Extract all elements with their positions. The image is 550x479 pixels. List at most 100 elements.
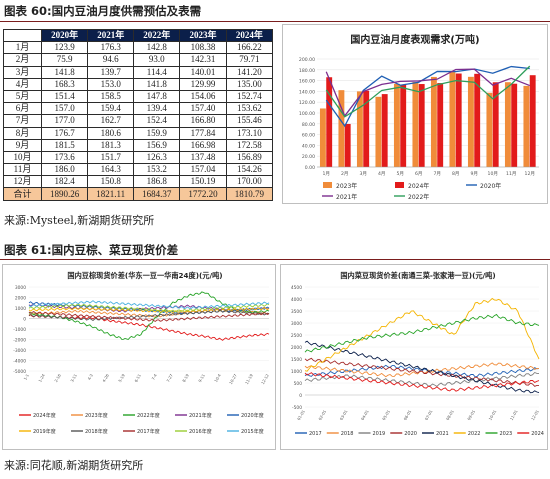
table-cell: 141.8 (133, 77, 181, 91)
series-line (28, 303, 270, 313)
table-header-cell: 2023年 (179, 28, 227, 43)
table-cell: 157.0 (40, 102, 89, 116)
series-line (28, 291, 270, 341)
x-tick-label: 6月 (415, 171, 423, 177)
legend-label: 2018年度 (85, 428, 108, 435)
y-tick-label: 40.00 (302, 143, 315, 149)
table-cell: 153.62 (225, 102, 274, 116)
bar (467, 76, 474, 167)
y-tick-label: 4000 (291, 297, 302, 303)
y-tick-label: 3000 (15, 285, 26, 291)
table-cell: 152.74 (225, 89, 274, 104)
x-tick-label: 7-4 (150, 372, 158, 380)
table-cell: 141.20 (225, 65, 274, 79)
table-header-cell: 2020年 (40, 28, 89, 43)
y-tick-label: 2500 (291, 333, 302, 339)
x-tick-label: 02-01 (317, 409, 327, 422)
table-cell: 186.0 (40, 163, 89, 177)
x-tick-label: 4月 (378, 171, 386, 177)
x-tick-label: 4-26 (101, 373, 110, 383)
table-cell: 93.0 (133, 53, 181, 67)
y-tick-label: 180.00 (299, 68, 315, 74)
table-cell: 150.8 (87, 175, 135, 189)
legend-label: 2022年度 (137, 412, 160, 419)
bar (492, 82, 499, 167)
y-tick-label: 0 (23, 316, 26, 322)
table-cell: 142.31 (179, 53, 227, 67)
y-tick-label: 1000 (15, 306, 26, 312)
table-row: 7月 177.0 162.7 152.4 166.80 155.46 (3, 114, 274, 128)
y-tick-label: 2000 (15, 295, 26, 301)
x-tick-label: 9-11 (197, 373, 206, 383)
bar (400, 84, 407, 167)
table-row: 5月 151.4 158.5 147.8 154.06 152.74 (3, 89, 274, 104)
bar (523, 85, 530, 167)
table-cell: 173.10 (225, 126, 274, 140)
x-tick-label: 5月 (396, 171, 404, 177)
soy-palm-spread-panel: 国内豆棕现货价差(华东一豆一华南24度)(元/吨) 3000 2000 1000 0 -1… (2, 264, 276, 450)
table-cell: 159.4 (87, 102, 135, 116)
x-tick-label: 03-01 (339, 409, 349, 422)
x-tick-label: 7月 (433, 171, 441, 177)
table-row: 2月 75.9 94.6 93.0 142.31 79.71 (3, 53, 274, 67)
table-cell: 166.80 (179, 114, 227, 128)
table-cell: 181.5 (40, 138, 89, 152)
x-tick-label: 9月 (470, 171, 478, 177)
table-row-label: 10月 (3, 150, 42, 165)
legend-label: 2021年 (336, 193, 357, 201)
table-row: 4月 168.3 153.0 141.8 129.99 135.00 (3, 77, 274, 91)
x-tick-label: 06-01 (402, 409, 412, 422)
x-tick-label: 05-01 (381, 409, 391, 422)
x-tick-label: 1-24 (37, 373, 46, 383)
figure-61-rule (0, 259, 550, 260)
table-cell: 129.99 (179, 77, 227, 91)
demand-chart-panel: 国内豆油月度表观需求(万吨) 0.00 20.00 40.00 60.00 80.00 10… (282, 24, 548, 204)
y-tick-label: 500 (294, 381, 303, 387)
bar (529, 75, 536, 167)
table-total-cell: 1810.79 (225, 187, 274, 201)
table-cell: 108.38 (179, 41, 227, 55)
table-row-label: 3月 (3, 65, 42, 79)
table-cell: 170.00 (225, 175, 274, 189)
figure-60-source: 来源:Mysteel,新湖期货研究所 (4, 214, 155, 227)
y-tick-label: -500 (292, 405, 302, 411)
bar (504, 82, 511, 167)
legend-label: 2019 (373, 431, 386, 437)
x-tick-label: 3-11 (69, 373, 78, 383)
legend-label: 2021年度 (189, 412, 212, 419)
table-cell: 166.22 (225, 41, 274, 55)
table-total-cell: 1684.37 (133, 187, 181, 201)
chart-title: 国内豆油月度表观需求(万吨) (350, 33, 479, 46)
table-cell: 168.3 (40, 77, 89, 91)
table-row-label: 9月 (3, 138, 42, 152)
table-cell: 114.4 (133, 65, 181, 79)
table-cell: 139.7 (87, 65, 135, 79)
table-row: 11月 186.0 164.3 153.2 157.04 154.26 (3, 163, 274, 177)
x-tick-label: 07-01 (424, 409, 434, 422)
legend-label: 2023年 (336, 182, 357, 190)
bar (412, 82, 419, 167)
x-tick-label: 01-01 (296, 409, 306, 422)
bar (356, 91, 363, 167)
y-tick-label: 80.00 (302, 122, 315, 128)
table-row-label: 1月 (3, 41, 42, 55)
x-tick-label: 8-19 (181, 373, 190, 383)
bar (430, 76, 437, 167)
x-tick-label: 12-12 (260, 373, 270, 386)
table-cell: 181.3 (87, 138, 135, 152)
x-tick-label: 08-01 (445, 409, 455, 422)
table-cell: 166.98 (179, 138, 227, 152)
x-tick-label: 2月 (341, 171, 349, 177)
x-tick-label: 6-11 (133, 373, 142, 383)
table-total-label: 合计 (3, 187, 42, 201)
bar (455, 73, 462, 167)
figure-60-rule (0, 21, 550, 22)
table-row-label: 5月 (3, 89, 42, 104)
x-tick-label: 10-27 (228, 373, 238, 386)
figure-61-source: 来源:同花顺,新湖期货研究所 (4, 459, 144, 472)
table-cell: 140.01 (179, 65, 227, 79)
table-cell: 137.48 (179, 150, 227, 165)
figure-60-title: 图表 60:国内豆油月度供需预估及表需 (4, 4, 202, 18)
y-tick-label: 160.00 (299, 79, 315, 85)
series-line (28, 300, 270, 310)
